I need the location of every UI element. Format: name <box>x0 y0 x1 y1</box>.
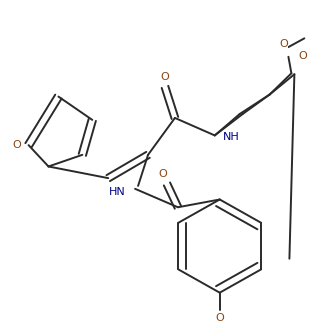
Text: O: O <box>161 72 169 82</box>
Text: O: O <box>279 39 288 49</box>
Text: O: O <box>159 169 167 179</box>
Text: HN: HN <box>108 187 125 197</box>
Text: O: O <box>215 313 224 321</box>
Text: O: O <box>298 51 307 61</box>
Text: O: O <box>12 140 21 150</box>
Text: NH: NH <box>223 132 239 142</box>
